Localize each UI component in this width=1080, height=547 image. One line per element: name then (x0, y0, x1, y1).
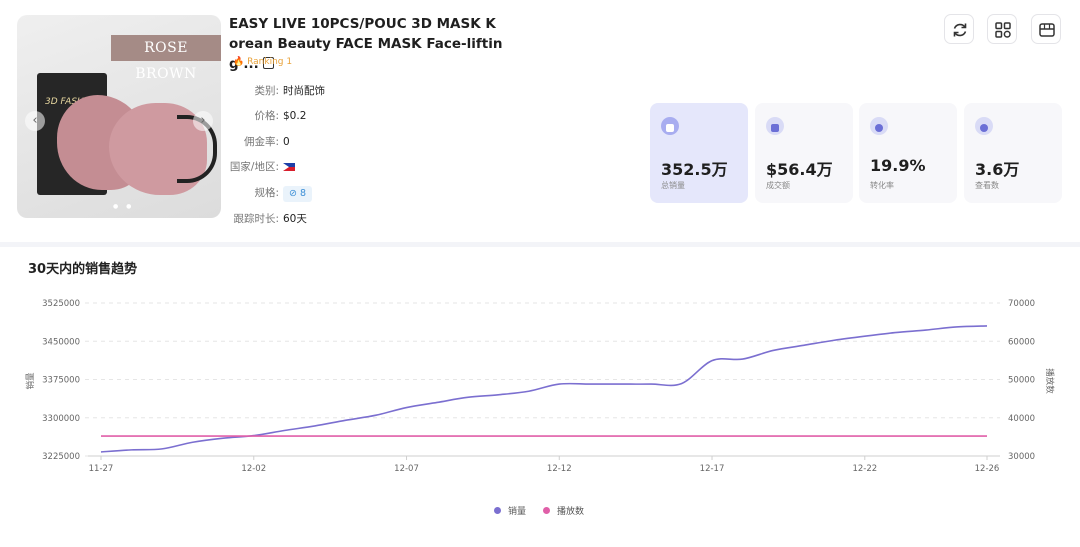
product-image[interactable]: 3D FASHION ROSE BROWN ‹ › ● ● (17, 15, 221, 218)
section-title: 30天内的销售趋势 (28, 262, 138, 277)
legend-label: 销量 (508, 507, 527, 517)
y-right-tick-label: 60000 (1008, 337, 1035, 347)
y-tick-label: 3525000 (42, 299, 80, 309)
info-country: 国家/地区: (229, 159, 295, 175)
carousel-dots[interactable]: ● ● (113, 203, 135, 210)
eye-icon (975, 117, 993, 135)
x-tick-label: 12-07 (394, 464, 419, 474)
ranking-text: Ranking 1 (247, 57, 293, 67)
info-label: 国家/地区: (229, 161, 279, 173)
shop-button[interactable] (1031, 14, 1061, 44)
stat-revenue[interactable]: $56.4万 成交额 (755, 103, 853, 203)
philippines-flag-icon (283, 163, 295, 171)
info-label: 佣金率: (243, 136, 279, 148)
stat-label: 成交额 (766, 181, 790, 190)
info-price: 价格: $0.2 (229, 108, 306, 124)
info-label: 价格: (254, 110, 279, 122)
product-title[interactable]: EASY LIVE 10PCS/POUC 3D MASK Korean Beau… (229, 14, 504, 74)
copy-icon[interactable] (262, 57, 274, 69)
x-tick-label: 11-27 (89, 464, 114, 474)
spec-count: 8 (299, 188, 307, 199)
spec-badge[interactable]: ⊘ 8 (283, 186, 313, 202)
stat-views[interactable]: 3.6万 查看数 (964, 103, 1062, 203)
sales-trend-chart[interactable]: 3225000 3300000 3375000 3450000 3525000 30000… (0, 285, 1080, 485)
legend-dot (543, 507, 550, 514)
ranking-badge: 🔥 Ranking 1 (233, 55, 292, 69)
info-label: 跟踪时长: (233, 213, 279, 225)
x-tick-label: 12-26 (975, 464, 1000, 474)
chevron-right-icon[interactable]: › (193, 111, 213, 131)
stat-value: $56.4万 (766, 160, 833, 179)
info-value: $0.2 (283, 110, 307, 122)
y-right-tick-label: 50000 (1008, 376, 1035, 386)
x-tick-label: 12-17 (700, 464, 725, 474)
info-tracking: 跟踪时长: 60天 (229, 211, 307, 227)
stat-value: 352.5万 (661, 160, 728, 179)
y-tick-label: 3450000 (42, 337, 80, 347)
legend-item-sales[interactable]: 销量 (494, 506, 526, 518)
stat-value: 19.9% (870, 156, 926, 175)
refresh-icon (953, 23, 967, 37)
series-line-sales (100, 325, 988, 453)
product-title-text: EASY LIVE 10PCS/POUC 3D MASK Korean Beau… (229, 16, 503, 72)
stat-label: 查看数 (975, 181, 999, 190)
thumbs-up-icon (661, 117, 679, 135)
link-icon: ⊘ (289, 188, 300, 199)
stat-value: 3.6万 (975, 160, 1020, 179)
grid-icon (995, 22, 1011, 38)
info-commission: 佣金率: 0 (229, 134, 290, 150)
x-tick-label: 12-02 (241, 464, 266, 474)
info-value: 0 (283, 136, 290, 148)
chart-card (0, 247, 1080, 547)
info-spec: 规格: ⊘ 8 (229, 185, 313, 202)
info-label: 类别: (254, 85, 279, 97)
target-icon (870, 117, 888, 135)
stat-label: 转化率 (870, 181, 894, 190)
info-label: 规格: (254, 187, 279, 199)
info-category: 类别: 时尚配饰 (229, 83, 325, 99)
x-tick-label: 12-12 (547, 464, 572, 474)
color-label: ROSE BROWN (111, 35, 221, 82)
y-axis-title: 销量 (25, 372, 36, 390)
y-right-axis-title: 播放数 (1044, 368, 1055, 394)
stat-label: 总销量 (661, 181, 685, 190)
y-tick-label: 3375000 (42, 376, 80, 386)
info-value: 时尚配饰 (283, 85, 325, 97)
legend-dot (494, 507, 501, 514)
stat-total-sales[interactable]: 352.5万 总销量 (650, 103, 748, 203)
y-right-tick-label: 70000 (1008, 299, 1035, 309)
fire-icon: 🔥 (233, 57, 245, 67)
wallet-icon (766, 117, 784, 135)
y-right-tick-label: 40000 (1008, 414, 1035, 424)
y-right-tick-label: 30000 (1008, 452, 1035, 462)
stat-conversion[interactable]: 19.9% 转化率 (859, 103, 957, 203)
shop-icon (1039, 23, 1055, 37)
y-tick-label: 3300000 (42, 414, 80, 424)
legend-label: 播放数 (557, 507, 585, 517)
chevron-left-icon[interactable]: ‹ (25, 111, 45, 131)
x-tick-label: 12-22 (852, 464, 877, 474)
apps-button[interactable] (987, 14, 1017, 44)
box-text: 3D FASHION (45, 97, 101, 107)
legend-item-plays[interactable]: 播放数 (543, 506, 584, 518)
refresh-button[interactable] (944, 14, 974, 44)
y-tick-label: 3225000 (42, 452, 80, 462)
info-value: 60天 (283, 213, 307, 225)
